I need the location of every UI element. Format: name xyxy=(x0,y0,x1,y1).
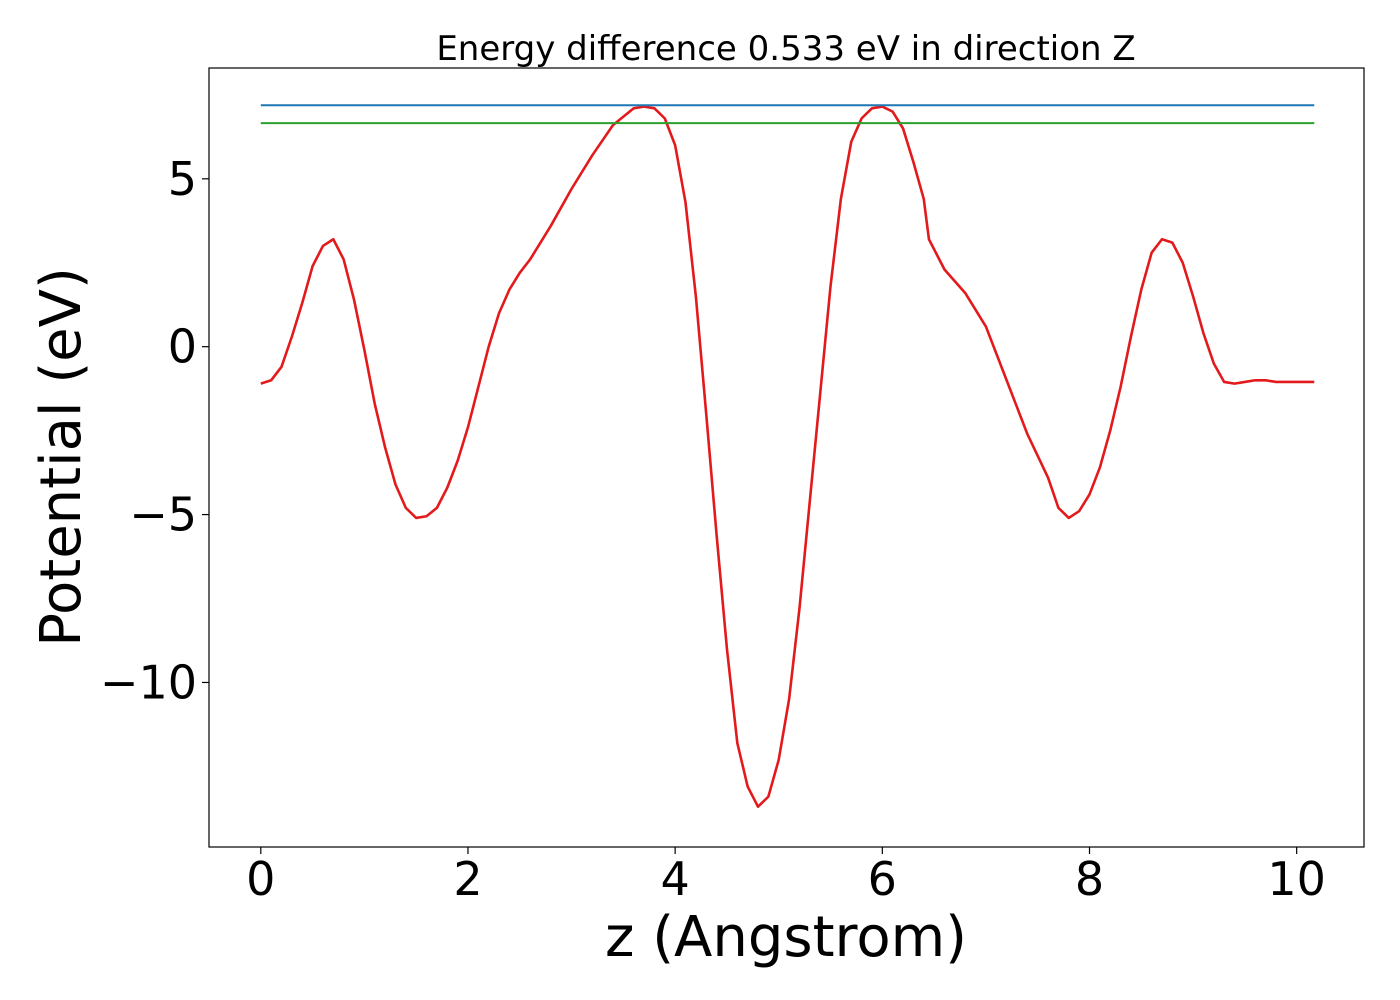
x-axis-label: z (Angstrom) xyxy=(605,905,967,970)
y-tick-label: −10 xyxy=(100,655,197,709)
x-tick-label: 10 xyxy=(1267,852,1326,906)
x-tick-label: 0 xyxy=(246,852,275,906)
x-tick-label: 4 xyxy=(661,852,690,906)
x-tick-label: 2 xyxy=(453,852,482,906)
chart-title: Energy difference 0.533 eV in direction … xyxy=(436,29,1135,69)
y-tick-label: 5 xyxy=(168,152,197,206)
plot-frame xyxy=(208,67,1365,848)
y-axis-label: Potential (eV) xyxy=(29,267,94,647)
x-tick-label: 8 xyxy=(1075,852,1104,906)
y-tick-label: −5 xyxy=(129,488,197,542)
series-line-0 xyxy=(260,105,1315,809)
plot-area: 0 2 4 6 8 10 5 0 −5 −10 xyxy=(100,67,1365,906)
x-tick-label: 6 xyxy=(868,852,897,906)
y-tick-label: 0 xyxy=(168,320,197,374)
